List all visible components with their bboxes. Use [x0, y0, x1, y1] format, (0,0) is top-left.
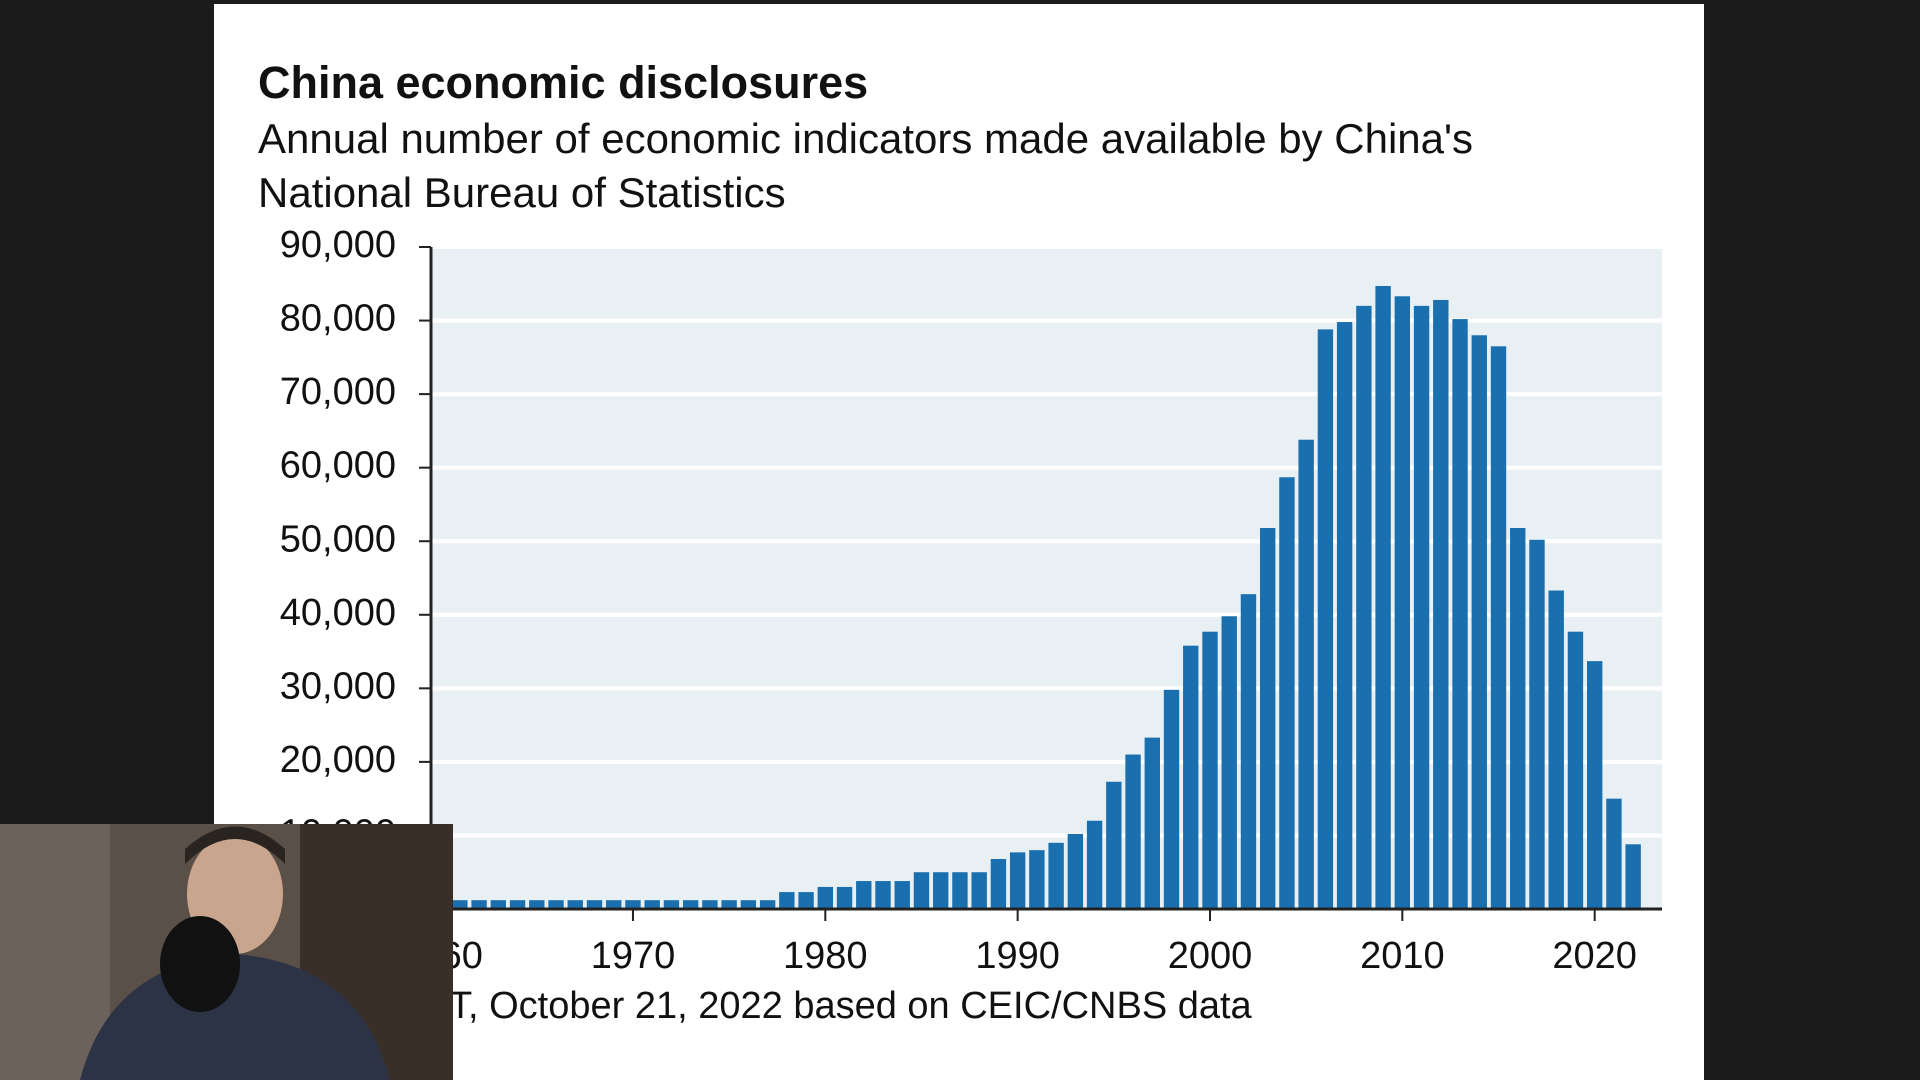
bar	[933, 872, 949, 909]
bar	[1413, 305, 1430, 909]
webcam-shirt	[80, 954, 390, 1080]
bar	[1086, 820, 1103, 909]
x-tick-label: 2000	[1168, 935, 1253, 977]
bar	[817, 886, 833, 909]
bar	[1586, 661, 1603, 909]
source-note: T, October 21, 2022 based on CEIC/CNBS d…	[449, 985, 1253, 1027]
chart-subtitle: National Bureau of Statistics	[258, 169, 786, 216]
bar	[1471, 335, 1487, 909]
webcam-wall	[0, 824, 110, 1080]
bar	[1317, 329, 1334, 910]
bar	[952, 872, 968, 909]
bar	[1048, 842, 1064, 909]
bar	[1106, 781, 1122, 909]
bar	[586, 900, 603, 909]
bar	[1567, 631, 1584, 909]
y-tick-label: 20,000	[280, 739, 396, 781]
bar	[1279, 477, 1295, 909]
webcam-overlay	[0, 824, 453, 1080]
bar	[913, 872, 930, 909]
y-tick-label: 80,000	[280, 298, 396, 340]
chart-title: China economic disclosures	[258, 57, 868, 108]
bar	[1125, 754, 1141, 909]
bar	[606, 900, 622, 909]
y-tick-label: 50,000	[280, 518, 396, 560]
y-tick-label: 40,000	[280, 592, 396, 634]
bar	[567, 900, 583, 909]
bar	[1510, 527, 1526, 909]
chart-subtitle: Annual number of economic indicators mad…	[258, 115, 1473, 162]
bar	[759, 900, 776, 909]
bar	[1336, 322, 1353, 909]
bar	[529, 900, 545, 909]
bar	[798, 892, 814, 909]
bar	[509, 900, 526, 909]
bar	[682, 900, 699, 909]
bar	[1067, 833, 1084, 909]
bar	[990, 858, 1007, 909]
bar	[721, 900, 737, 909]
bar	[1240, 594, 1257, 909]
bar	[471, 900, 487, 909]
bar	[856, 881, 872, 909]
y-tick-label: 60,000	[280, 445, 396, 487]
bar	[1625, 844, 1641, 909]
bar	[1548, 590, 1564, 909]
bar	[1394, 296, 1411, 909]
webcam-microphone	[160, 916, 240, 1012]
bar	[1298, 439, 1314, 909]
bar	[1375, 285, 1391, 909]
bar	[1529, 539, 1545, 909]
bar	[894, 881, 910, 909]
x-tick-label: 1980	[783, 935, 868, 977]
bar	[1009, 852, 1026, 909]
bar	[663, 900, 680, 909]
bar	[452, 900, 468, 909]
bar	[548, 900, 564, 909]
bar	[779, 892, 795, 909]
bar	[1029, 850, 1045, 909]
bar	[625, 900, 641, 909]
bar	[1202, 631, 1218, 909]
x-tick-label: 1990	[975, 935, 1060, 977]
bar	[702, 900, 718, 909]
bar	[1260, 527, 1276, 909]
bar	[1183, 645, 1199, 909]
bar	[1606, 798, 1622, 909]
bar	[1433, 299, 1449, 910]
y-tick-label: 30,000	[280, 665, 396, 707]
bar	[1163, 689, 1180, 909]
bar	[1221, 616, 1237, 909]
bar	[644, 900, 660, 909]
bar	[836, 886, 853, 909]
webcam-hair	[185, 826, 285, 864]
bar	[1452, 319, 1468, 909]
bar	[875, 881, 891, 909]
bar	[740, 900, 757, 909]
bar	[1144, 737, 1160, 909]
y-tick-label: 90,000	[280, 224, 396, 266]
y-tick-label: 70,000	[280, 371, 396, 413]
x-tick-label: 2020	[1552, 935, 1637, 977]
bar	[490, 900, 507, 909]
x-tick-label: 1970	[591, 935, 676, 977]
x-tick-label: 2010	[1360, 935, 1445, 977]
bar	[1356, 305, 1372, 909]
bar	[1490, 346, 1507, 909]
bar	[971, 872, 987, 909]
